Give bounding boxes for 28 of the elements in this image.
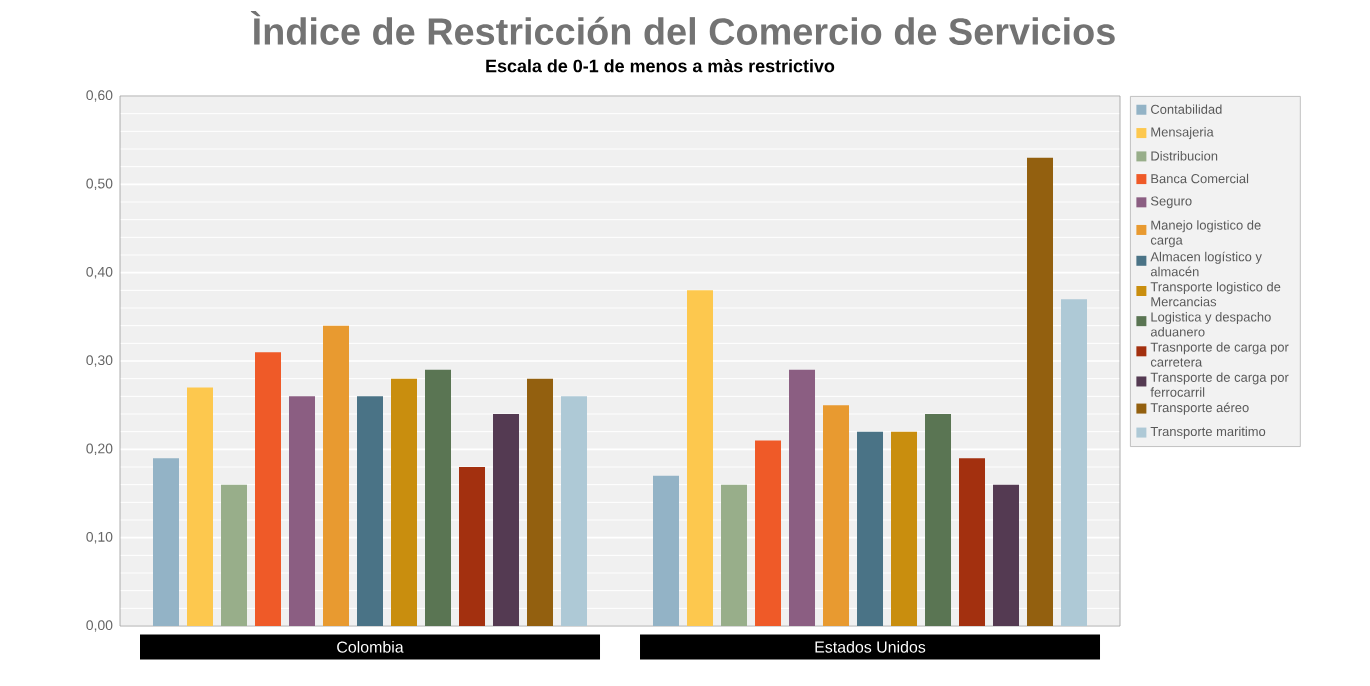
- bar: [789, 369, 816, 626]
- bar: [153, 458, 179, 626]
- bar: [323, 325, 349, 626]
- bar: [561, 396, 588, 626]
- chart-title: Ìndice de Restricción del Comercio de Servicios: [250, 11, 1115, 45]
- bar: [687, 290, 714, 626]
- bar: [993, 484, 1020, 626]
- bar: [925, 414, 952, 626]
- bar: [755, 440, 782, 626]
- bar: [721, 484, 748, 626]
- bar: [857, 431, 884, 626]
- bar: [289, 396, 315, 626]
- bar: [459, 467, 486, 626]
- bar: [425, 369, 451, 626]
- bar: [823, 405, 850, 626]
- bar: [391, 378, 417, 626]
- bar: [653, 475, 680, 626]
- bar: [959, 458, 986, 626]
- bar: [187, 387, 213, 626]
- bar: [1061, 299, 1088, 626]
- bar: [493, 414, 520, 626]
- bar: [891, 431, 918, 626]
- bar: [527, 378, 554, 626]
- chart-subtitle: Escala de 0-1 de menos a màs restrictivo: [486, 59, 835, 73]
- bar: [221, 484, 247, 626]
- bar: [1027, 157, 1054, 626]
- bar: [255, 352, 281, 626]
- bar: [357, 396, 383, 626]
